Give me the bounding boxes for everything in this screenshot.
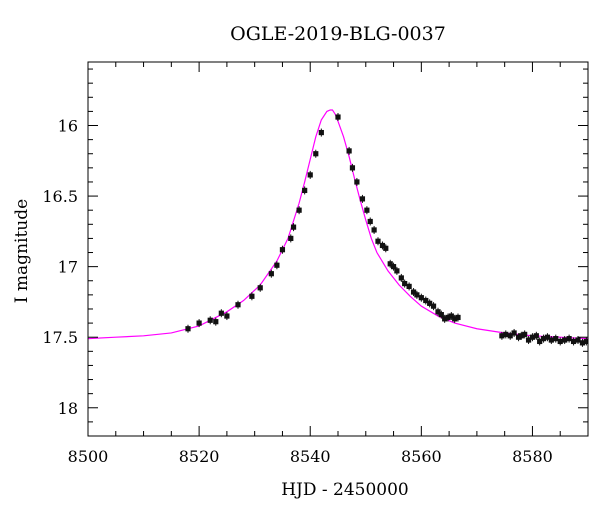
data-point [235,302,241,308]
data-point [537,338,543,345]
data-point [354,179,360,185]
data-point [507,333,513,339]
data-point [525,337,532,343]
data-point [452,316,458,322]
y-tick-label: 16 [58,117,78,136]
data-point [414,292,420,298]
data-point [257,285,263,291]
data-point [427,300,433,306]
x-tick-label: 8580 [512,447,553,466]
model-curve [88,109,588,340]
data-point [430,303,437,309]
data-point [290,224,297,230]
data-point [448,313,454,319]
data-point [503,331,509,337]
data-point [274,262,280,268]
data-point [515,334,522,340]
data-point [579,340,586,346]
y-axis-label: I magnitude [12,199,32,303]
data-point [518,333,524,339]
data-point [367,218,373,225]
data-point [410,289,417,295]
data-point [349,165,356,171]
data-point [438,312,444,318]
data-point [307,172,313,178]
data-point [359,196,366,202]
y-tick-label: 18 [58,399,78,418]
data-point [375,238,381,244]
data-point [302,187,308,194]
data-point [364,207,370,213]
data-point [553,336,559,342]
data-point [296,207,302,213]
data-point [418,295,424,301]
data-point [548,337,554,343]
plot-area [87,61,589,437]
data-point [533,333,539,339]
y-tick-label: 17 [58,258,78,277]
data-point [445,314,451,321]
x-axis: 8500 8520 8540 8560 8580 [68,62,589,466]
data-point [224,313,230,319]
data-point [544,334,551,340]
data-point [185,326,191,332]
data-point [213,319,219,325]
data-point [570,338,577,345]
data-point [394,268,400,274]
data-point [313,151,319,157]
y-tick-label: 17.5 [42,328,78,347]
data-point [522,331,528,337]
data-point [583,338,588,345]
data-point [435,309,441,315]
data-point [406,283,412,289]
x-tick-label: 8520 [179,447,220,466]
data-point [218,310,224,316]
data-point [540,336,547,342]
data-point [511,330,517,336]
observations [185,113,588,347]
data-point [379,242,386,249]
data-point [442,316,448,322]
data-point [566,336,572,342]
data-point [423,297,429,304]
data-point [196,320,202,326]
y-tick-label: 16.5 [42,187,78,206]
data-point [390,264,397,270]
data-point [383,245,389,251]
data-point [499,333,505,339]
data-point [562,337,568,343]
data-point [371,227,377,233]
data-point [288,235,294,242]
data-point [346,148,352,154]
data-point [557,338,563,345]
data-point [279,247,286,253]
data-point [575,337,581,343]
data-point [529,334,536,340]
x-tick-label: 8560 [401,447,442,466]
x-tick-label: 8500 [68,447,109,466]
data-point [249,293,255,299]
x-axis-label: HJD - 2450000 [281,480,409,500]
y-axis: 16 16.5 17 17.5 18 [42,68,588,437]
data-point [387,261,393,267]
data-point [207,317,213,323]
data-point [335,114,341,120]
data-point [268,271,274,277]
data-point [455,314,461,321]
data-point [318,129,324,136]
x-tick-label: 8540 [290,447,331,466]
data-point [402,280,408,287]
data-point [398,275,404,281]
chart-title: OGLE-2019-BLG-0037 [230,23,446,45]
